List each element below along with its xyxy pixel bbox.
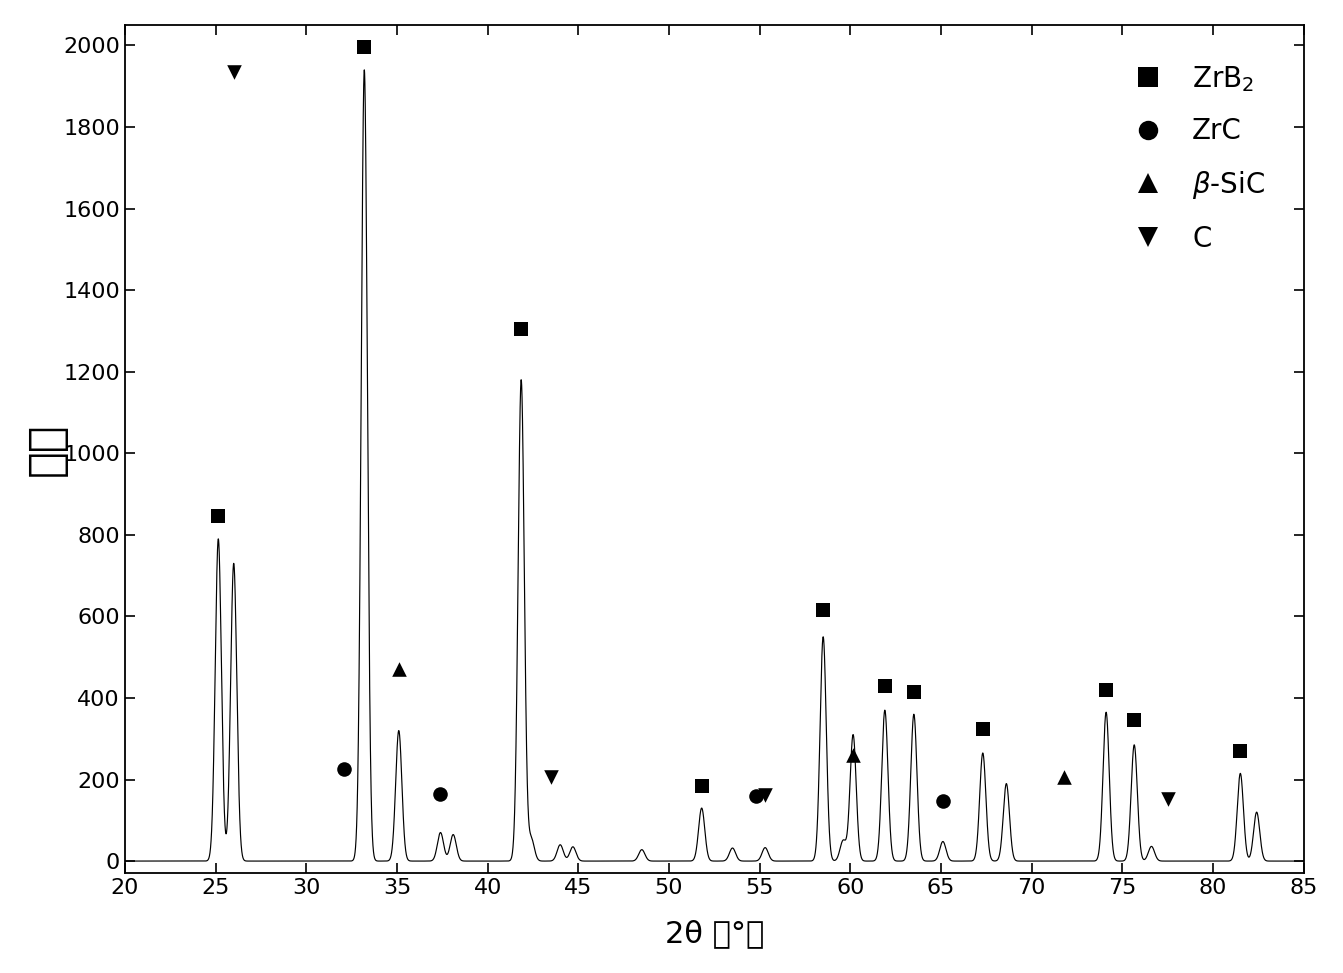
- Point: [874, 678, 896, 694]
- Point: [510, 321, 532, 337]
- Y-axis label: 强度: 强度: [26, 422, 68, 476]
- Point: [972, 721, 994, 737]
- Point: [1054, 770, 1076, 785]
- Point: [333, 762, 355, 777]
- Point: [932, 793, 954, 809]
- Legend: ZrB$_2$, ZrC, $\beta$-SiC, C: ZrB$_2$, ZrC, $\beta$-SiC, C: [1109, 53, 1276, 264]
- Point: [353, 40, 375, 55]
- X-axis label: 2θ （°）: 2θ （°）: [665, 919, 764, 948]
- Point: [208, 509, 230, 524]
- Point: [1158, 791, 1179, 807]
- Point: [1096, 682, 1117, 698]
- Point: [755, 787, 776, 803]
- Point: [842, 747, 864, 763]
- Point: [388, 662, 410, 677]
- Point: [540, 770, 561, 785]
- Point: [745, 788, 767, 804]
- Point: [1230, 743, 1252, 759]
- Point: [223, 64, 244, 80]
- Point: [430, 786, 451, 802]
- Point: [690, 777, 712, 793]
- Point: [1124, 712, 1146, 728]
- Point: [813, 602, 834, 618]
- Point: [902, 684, 924, 700]
